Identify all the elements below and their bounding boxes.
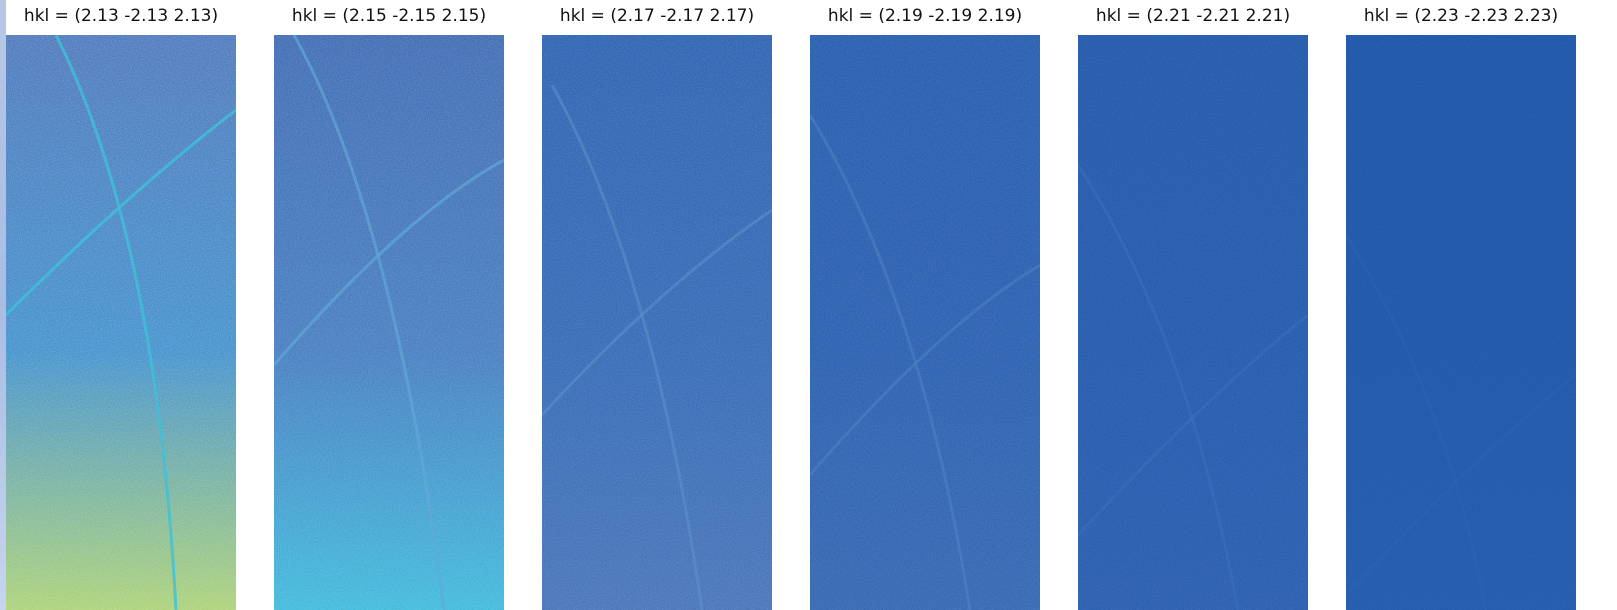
image-noise xyxy=(1078,35,1308,610)
image-noise xyxy=(274,35,504,610)
panel-1: hkl = (2.13 -2.13 2.13) xyxy=(6,0,236,610)
detector-image xyxy=(1346,35,1576,610)
diffraction-pattern xyxy=(274,35,504,610)
panel-4: hkl = (2.19 -2.19 2.19) xyxy=(810,0,1040,610)
panel-2: hkl = (2.15 -2.15 2.15) xyxy=(274,0,504,610)
image-noise xyxy=(542,35,772,610)
panel-title: hkl = (2.15 -2.15 2.15) xyxy=(291,6,487,26)
detector-image xyxy=(542,35,772,610)
detector-image xyxy=(810,35,1040,610)
diffraction-pattern xyxy=(810,35,1040,610)
diffraction-arc xyxy=(1078,164,1240,610)
window-left-edge xyxy=(0,0,6,610)
panel-title: hkl = (2.13 -2.13 2.13) xyxy=(23,6,219,26)
image-noise xyxy=(6,35,236,610)
panel-title: hkl = (2.23 -2.23 2.23) xyxy=(1363,6,1559,26)
panel-title: hkl = (2.19 -2.19 2.19) xyxy=(827,6,1023,26)
diffraction-arc xyxy=(54,35,178,610)
panel-3: hkl = (2.17 -2.17 2.17) xyxy=(542,0,772,610)
detector-image xyxy=(6,35,236,610)
diffraction-pattern xyxy=(1078,35,1308,610)
diffraction-pattern xyxy=(6,35,236,610)
diffraction-arc xyxy=(292,35,446,610)
detector-image xyxy=(1078,35,1308,610)
diffraction-arc xyxy=(6,108,236,317)
panel-5: hkl = (2.21 -2.21 2.21) xyxy=(1078,0,1308,610)
diffraction-arc xyxy=(810,114,972,610)
panel-6: hkl = (2.23 -2.23 2.23) xyxy=(1346,0,1576,610)
diffraction-pattern xyxy=(1346,35,1576,610)
diffraction-arc xyxy=(274,158,504,366)
diffraction-pattern xyxy=(542,35,772,610)
diffraction-arc xyxy=(1078,313,1308,537)
diffraction-arc xyxy=(1346,234,1488,610)
panel-title: hkl = (2.17 -2.17 2.17) xyxy=(559,6,755,26)
diffraction-arc xyxy=(810,263,1040,476)
panel-title: hkl = (2.21 -2.21 2.21) xyxy=(1095,6,1291,26)
diffraction-arc xyxy=(550,84,704,610)
detector-image xyxy=(274,35,504,610)
image-noise xyxy=(810,35,1040,610)
image-noise xyxy=(1346,35,1576,610)
diffraction-arc xyxy=(1346,373,1576,597)
diffraction-arc xyxy=(542,208,772,417)
